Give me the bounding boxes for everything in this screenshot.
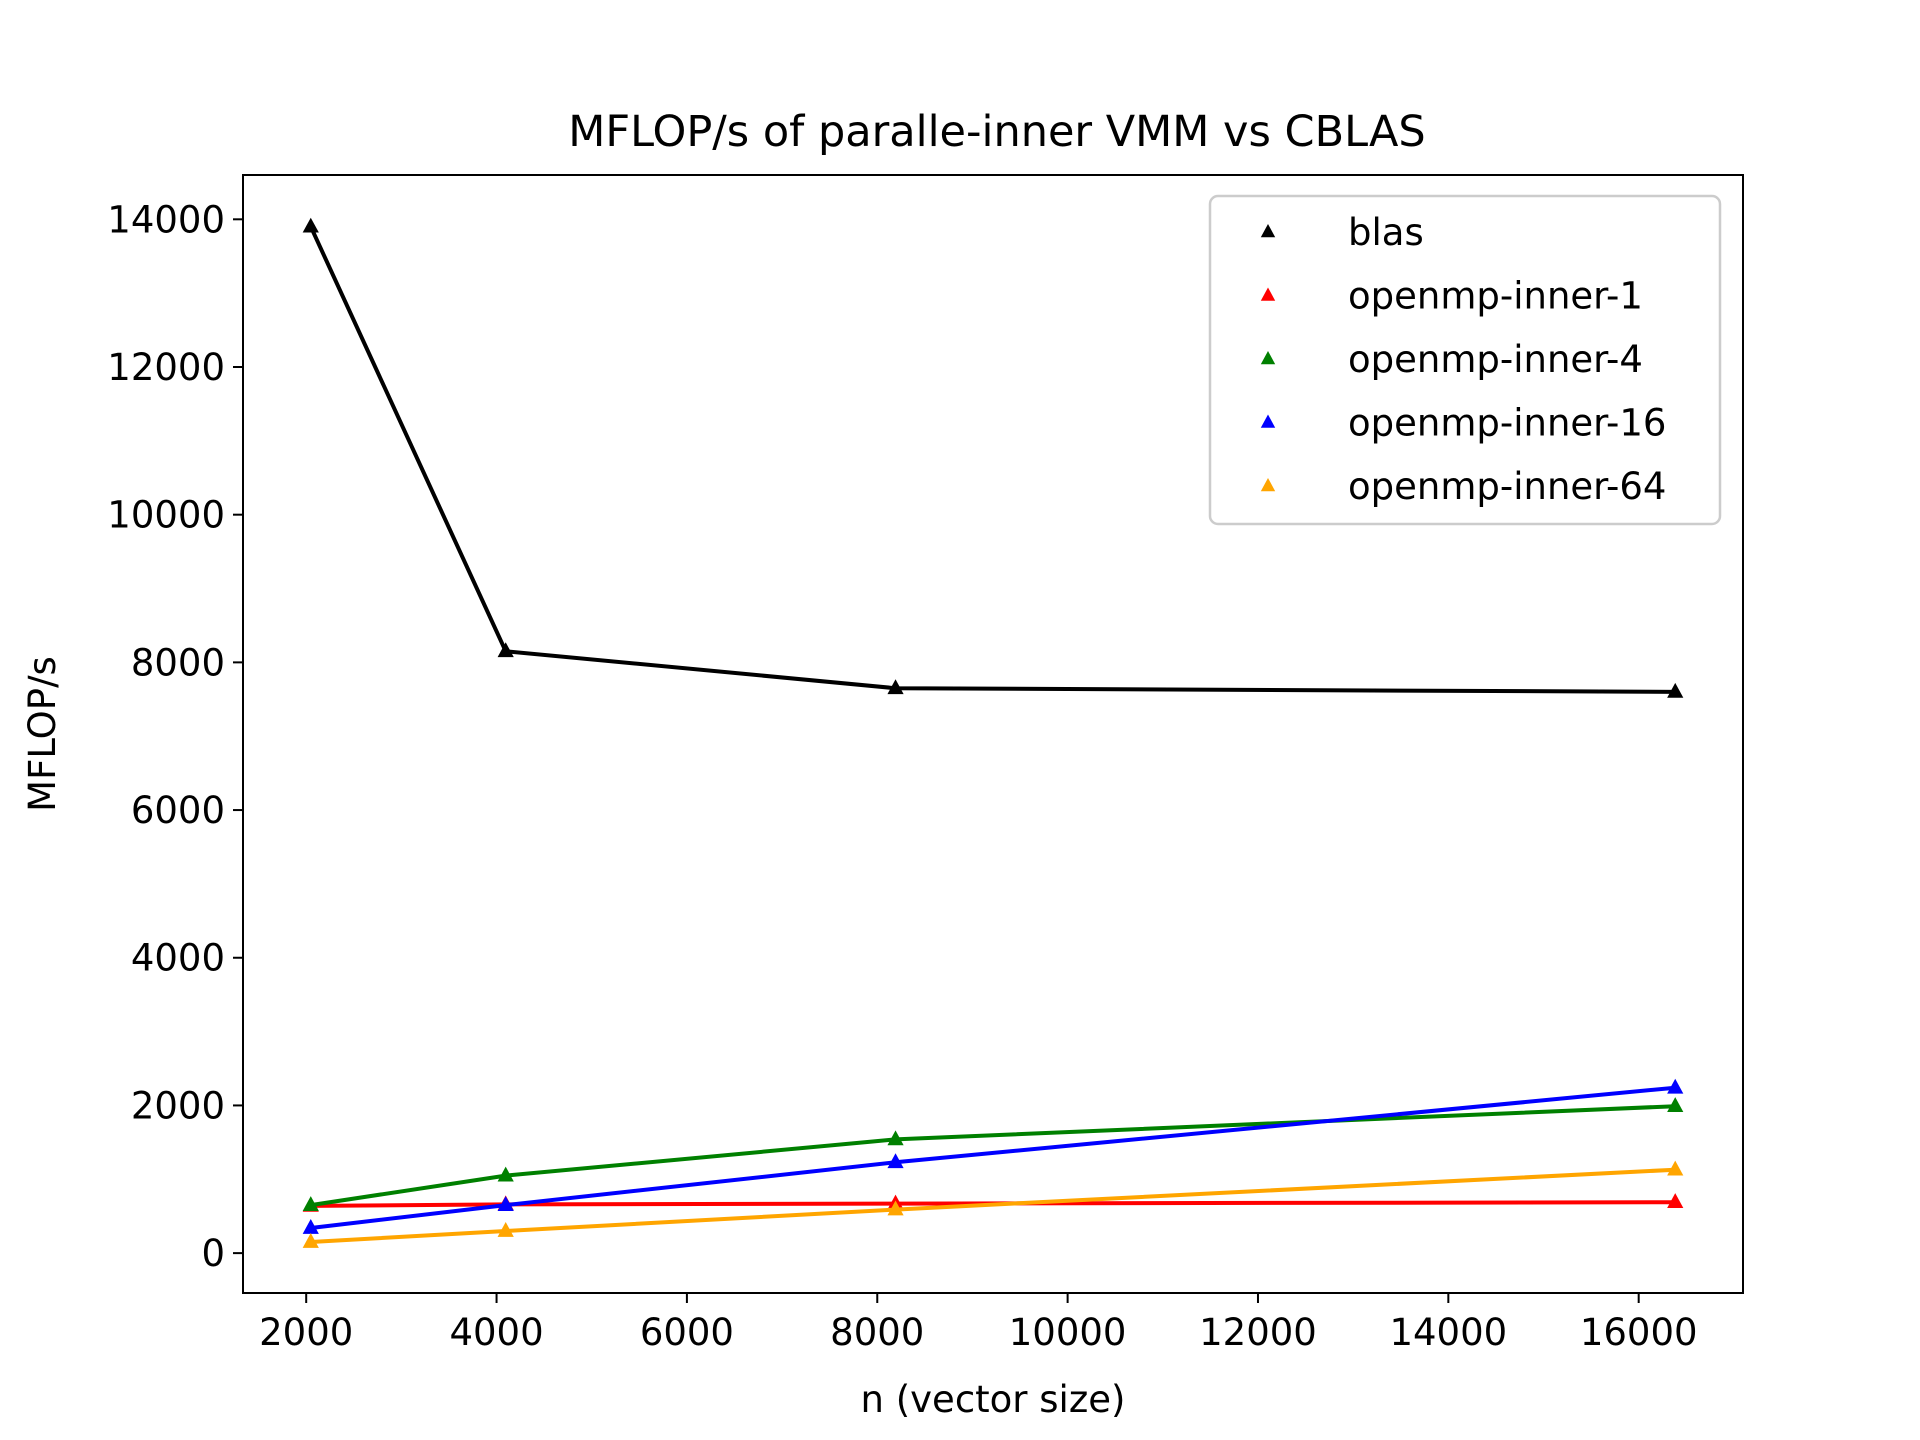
- data-point: [497, 1166, 514, 1182]
- x-tick-label: 14000: [1389, 1311, 1507, 1354]
- y-tick-label: 14000: [107, 198, 225, 241]
- x-axis-label: n (vector size): [861, 1378, 1126, 1421]
- y-tick-label: 4000: [131, 937, 225, 980]
- y-tick-label: 6000: [131, 789, 225, 832]
- data-point: [497, 1196, 514, 1211]
- y-tick-label: 0: [201, 1232, 225, 1275]
- data-point: [302, 1196, 319, 1211]
- y-tick-label: 8000: [131, 641, 225, 684]
- x-tick-label: 4000: [449, 1311, 543, 1354]
- y-tick-label: 12000: [107, 346, 225, 389]
- x-axis: 2000 4000 6000 8000 10000 12000 14000 16000: [259, 1293, 1698, 1354]
- plot-frame: [242, 174, 1744, 1294]
- data-point: [887, 1153, 904, 1169]
- data-point: [1667, 1193, 1684, 1209]
- series-line: [308, 225, 1676, 694]
- data-point: [302, 1219, 319, 1234]
- legend-frame: [1208, 194, 1722, 526]
- legend-label: openmp-inner-1: [1348, 275, 1643, 318]
- data-point: [302, 1233, 319, 1248]
- legend-item: openmp-inner-1: [1260, 275, 1643, 318]
- legend-marker: [1260, 287, 1276, 301]
- y-axis: 0 2000 4000 6000 8000 10000 12000 14000: [107, 198, 243, 1275]
- series-openmp-inner-16: [302, 1078, 1684, 1234]
- series-openmp-inner-4: [302, 1097, 1684, 1211]
- legend-item: openmp-inner-4: [1260, 338, 1643, 381]
- data-point: [887, 679, 904, 695]
- plot-area: [302, 217, 1684, 1248]
- y-axis-label: MFLOP/s: [21, 656, 64, 812]
- legend-label: openmp-inner-4: [1348, 338, 1643, 381]
- legend-marker: [1260, 414, 1276, 428]
- x-tick-label: 10000: [1009, 1311, 1127, 1354]
- series-line: [310, 1167, 1676, 1244]
- legend: blas openmp-inner-1 openmp-inner-4 openmp-i…: [1208, 194, 1722, 526]
- chart-title: MFLOP/s of paralle-inner VMM vs CBLAS: [568, 107, 1425, 157]
- series-blas: [302, 217, 1684, 698]
- legend-marker: [1260, 224, 1276, 238]
- data-point: [887, 1200, 904, 1216]
- series-line: [310, 1200, 1676, 1208]
- x-tick-label: 2000: [259, 1311, 353, 1354]
- y-tick-label: 2000: [131, 1084, 225, 1127]
- series-openmp-inner-64: [302, 1160, 1684, 1248]
- legend-item: blas: [1260, 211, 1424, 254]
- x-tick-label: 6000: [640, 1311, 734, 1354]
- legend-item: openmp-inner-16: [1260, 402, 1666, 445]
- legend-label: openmp-inner-16: [1348, 402, 1666, 445]
- y-tick-label: 10000: [107, 494, 225, 537]
- series-line: [310, 1104, 1676, 1208]
- legend-item: openmp-inner-64: [1260, 465, 1666, 508]
- data-point: [1667, 682, 1684, 698]
- data-point: [1667, 1078, 1684, 1094]
- x-tick-label: 8000: [830, 1311, 924, 1354]
- series-line: [310, 1085, 1676, 1230]
- data-point: [887, 1130, 904, 1146]
- legend-label: openmp-inner-64: [1348, 465, 1666, 508]
- legend-label: blas: [1348, 211, 1424, 254]
- legend-marker: [1260, 478, 1276, 492]
- x-tick-label: 12000: [1199, 1311, 1317, 1354]
- data-point: [302, 217, 319, 233]
- data-point: [497, 1221, 514, 1237]
- data-point: [1667, 1097, 1684, 1113]
- data-point: [497, 642, 514, 658]
- legend-marker: [1260, 351, 1276, 365]
- x-tick-label: 16000: [1580, 1311, 1698, 1354]
- data-point: [1667, 1160, 1684, 1176]
